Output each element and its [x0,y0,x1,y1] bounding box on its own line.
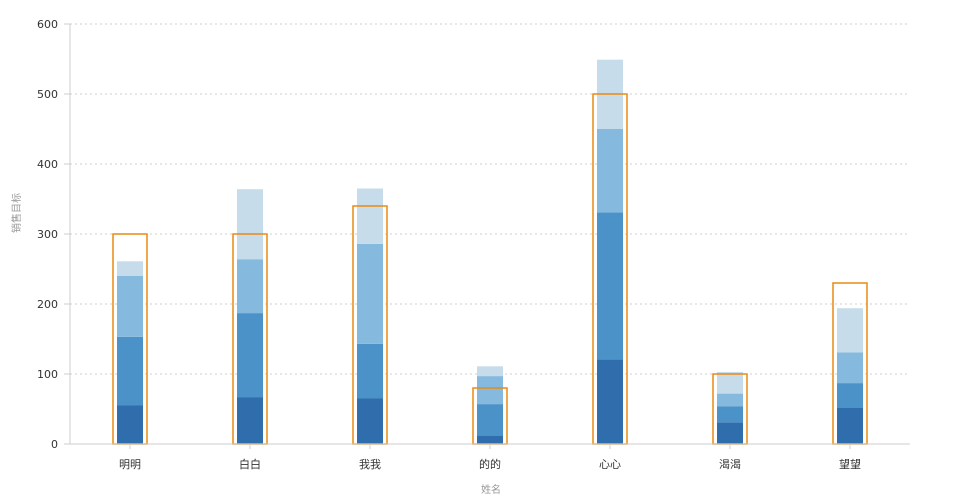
bar-segment-4[interactable] [357,188,383,244]
bar-segment-3[interactable] [597,129,623,213]
y-tick-label: 100 [37,368,58,381]
bar-segment-4[interactable] [477,366,503,377]
bar-segment-3[interactable] [117,276,143,337]
bar-segment-1[interactable] [597,359,623,444]
bars [117,59,863,445]
bar-segment-4[interactable] [237,189,263,260]
x-tick-label: 白白 [239,457,261,471]
x-tick-label: 明明 [119,458,141,471]
bar-segment-3[interactable] [477,376,503,405]
bar-segment-4[interactable] [717,371,743,394]
bar-segment-1[interactable] [117,405,143,445]
bar-segment-1[interactable] [477,435,503,444]
bar-segment-2[interactable] [357,343,383,399]
bar-segment-2[interactable] [597,212,623,360]
bar-segment-4[interactable] [117,261,143,276]
bar-segment-1[interactable] [837,407,863,444]
bar-segment-4[interactable] [837,308,863,353]
bar-segment-1[interactable] [357,398,383,445]
y-tick-label: 400 [37,158,58,171]
x-tick-label: 我我 [359,458,381,471]
gridlines [70,23,910,375]
bar-segment-2[interactable] [117,336,143,406]
bar-segment-3[interactable] [837,352,863,384]
bar-segment-1[interactable] [717,422,743,444]
bar-segment-3[interactable] [717,393,743,407]
x-tick-label: 心心 [599,458,621,471]
bar-segment-3[interactable] [357,243,383,344]
axes: 0 100 200 300 400 500 600 明明 白白 我我 的的 心心 渴渴 望望 [37,18,910,471]
y-tick-label: 200 [37,298,58,311]
y-tick-label: 500 [37,88,58,101]
bar-segment-2[interactable] [237,313,263,398]
bar-segment-2[interactable] [477,404,503,436]
y-tick-label: 300 [37,228,58,241]
y-tick-label: 0 [51,438,58,451]
bar-segment-3[interactable] [237,259,263,314]
bar-segment-1[interactable] [237,397,263,444]
x-tick-label: 渴渴 [719,458,741,471]
y-tick-label: 600 [37,18,58,31]
y-axis-title: 销售目标 [10,193,23,233]
bar-segment-2[interactable] [837,383,863,408]
x-tick-label: 望望 [839,458,861,471]
x-tick-label: 的的 [479,457,501,471]
bar-segment-2[interactable] [717,406,743,423]
x-axis-title: 姓名 [481,483,501,496]
